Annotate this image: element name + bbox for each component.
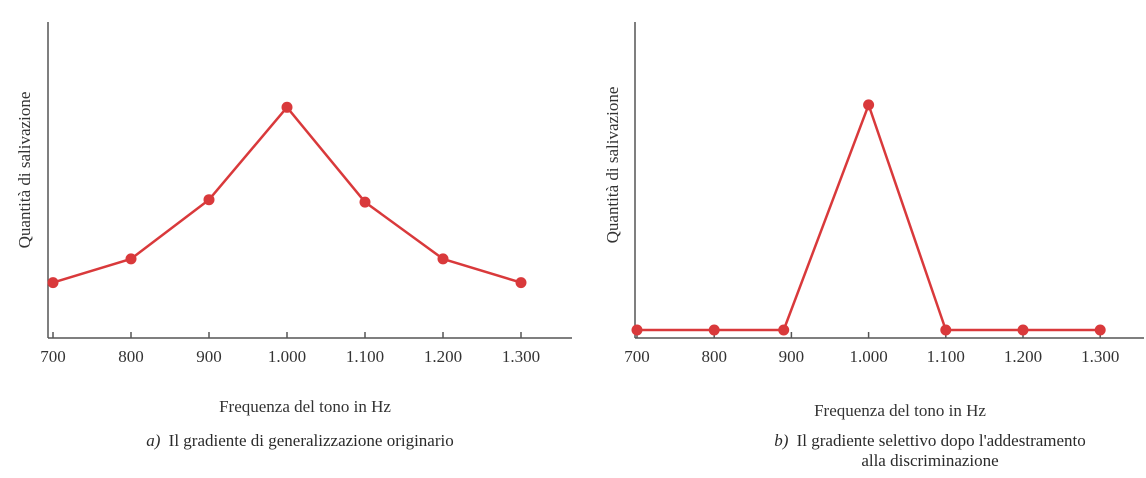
chart-panel-b: 700 800 900 1.000 1.100 1.200 1.300 Quantità d… bbox=[603, 22, 1144, 470]
x-tick-label: 1.000 bbox=[849, 347, 887, 366]
x-tick-label: 900 bbox=[196, 347, 222, 366]
x-tick-labels-b: 700 800 900 1.000 1.100 1.200 1.300 bbox=[624, 347, 1119, 366]
data-point bbox=[708, 324, 720, 336]
caption-b: b) Il gradiente selettivo dopo l'addestr… bbox=[774, 431, 1086, 450]
data-point bbox=[1094, 324, 1106, 336]
series-points-b bbox=[631, 99, 1106, 336]
series-points-a bbox=[47, 101, 527, 289]
x-tick-label: 800 bbox=[701, 347, 727, 366]
caption-text-b-line1: Il gradiente selettivo dopo l'addestrame… bbox=[797, 431, 1086, 450]
x-axis-label-a: Frequenza del tono in Hz bbox=[219, 397, 391, 416]
caption-a: a) Il gradiente di generalizzazione orig… bbox=[146, 431, 454, 450]
x-tick-label: 1.200 bbox=[1004, 347, 1042, 366]
x-tick-label: 700 bbox=[624, 347, 650, 366]
data-point bbox=[631, 324, 643, 336]
data-point bbox=[359, 196, 371, 208]
caption-b-line2: alla discriminazione bbox=[861, 451, 998, 470]
x-tick-label: 1.000 bbox=[268, 347, 306, 366]
x-tick-label: 900 bbox=[779, 347, 805, 366]
y-axis-label-b: Quantità di salivazione bbox=[603, 87, 622, 244]
x-tick-label: 1.300 bbox=[502, 347, 540, 366]
data-point bbox=[778, 324, 790, 336]
y-axis-label-a: Quantità di salivazione bbox=[15, 92, 34, 249]
data-point bbox=[203, 194, 215, 206]
x-axis-label-b: Frequenza del tono in Hz bbox=[814, 401, 986, 420]
x-tick-label: 700 bbox=[40, 347, 66, 366]
caption-text-a: Il gradiente di generalizzazione origina… bbox=[169, 431, 454, 450]
caption-letter-a: a) bbox=[146, 431, 161, 450]
data-point bbox=[1017, 324, 1029, 336]
data-point bbox=[863, 99, 875, 111]
data-point bbox=[940, 324, 952, 336]
x-tick-label: 1.100 bbox=[346, 347, 384, 366]
x-tick-labels-a: 700 800 900 1.000 1.100 1.200 1.300 bbox=[40, 347, 540, 366]
x-ticks-b bbox=[636, 332, 1101, 338]
data-point bbox=[125, 253, 137, 265]
caption-letter-b: b) bbox=[774, 431, 789, 450]
data-point bbox=[281, 101, 293, 113]
x-ticks-a bbox=[52, 332, 522, 338]
data-point bbox=[515, 277, 527, 289]
x-tick-label: 1.100 bbox=[927, 347, 965, 366]
x-tick-label: 1.300 bbox=[1081, 347, 1119, 366]
series-line-b bbox=[637, 103, 1101, 332]
chart-panel-a: 700 800 900 1.000 1.100 1.200 1.300 Quantità d… bbox=[15, 22, 572, 450]
x-tick-label: 1.200 bbox=[424, 347, 462, 366]
x-tick-label: 800 bbox=[118, 347, 144, 366]
series-line-a bbox=[52, 106, 522, 284]
data-point bbox=[437, 253, 449, 265]
data-point bbox=[47, 277, 59, 289]
